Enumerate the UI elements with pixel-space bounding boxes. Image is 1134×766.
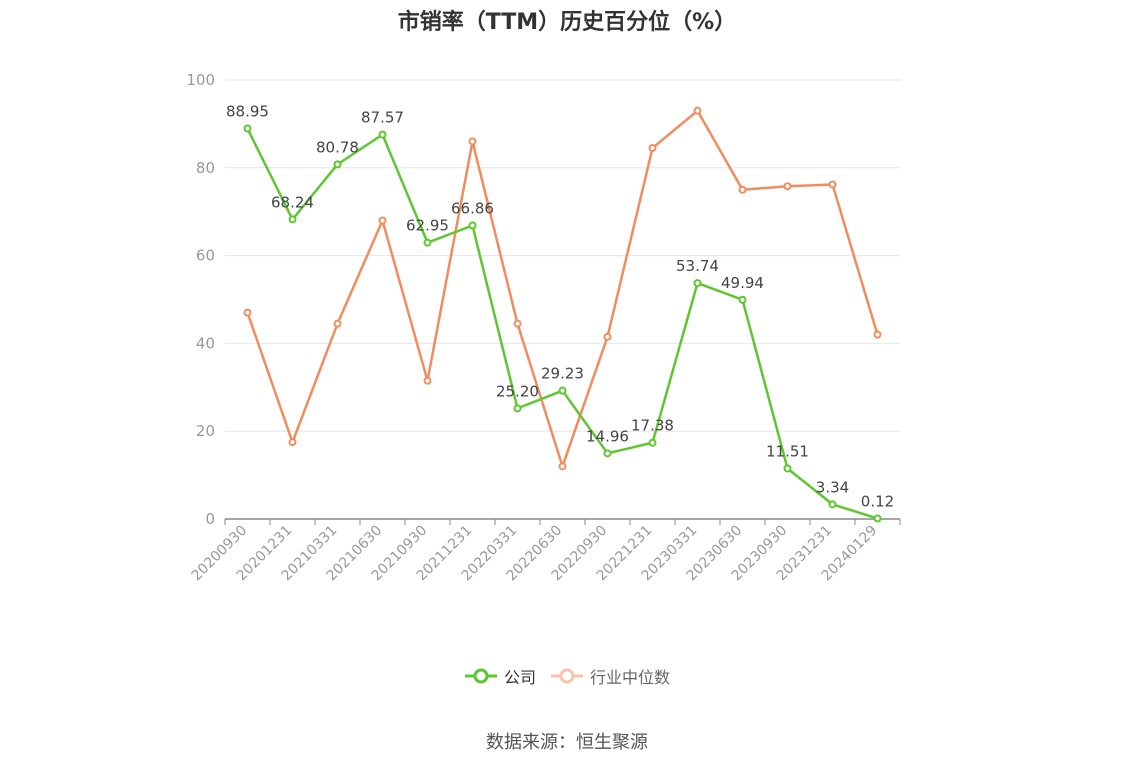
data-point-company[interactable] xyxy=(783,464,792,473)
data-label: 29.23 xyxy=(541,365,584,383)
data-point-company[interactable] xyxy=(738,295,747,304)
data-point-industry[interactable] xyxy=(693,106,702,115)
data-point-industry[interactable] xyxy=(333,319,342,328)
data-label: 53.74 xyxy=(676,257,719,275)
data-point-industry[interactable] xyxy=(243,308,252,317)
data-point-industry[interactable] xyxy=(513,319,522,328)
y-tick-label: 60 xyxy=(196,247,215,265)
data-point-industry[interactable] xyxy=(738,185,747,194)
series-lines xyxy=(243,106,882,523)
legend-item-industry[interactable]: 行业中位数 xyxy=(550,664,670,688)
axes: 0204060801002020093020201231202103312021… xyxy=(186,71,901,584)
data-point-industry[interactable] xyxy=(468,137,477,146)
data-point-industry[interactable] xyxy=(378,216,387,225)
data-point-company[interactable] xyxy=(288,215,297,224)
data-point-company[interactable] xyxy=(648,438,657,447)
data-point-company[interactable] xyxy=(603,449,612,458)
series-line-industry xyxy=(246,109,879,468)
data-label: 80.78 xyxy=(316,138,359,156)
legend-item-company[interactable]: 公司 xyxy=(464,664,536,688)
y-tick-label: 0 xyxy=(205,510,215,528)
chart-title: 市销率（TTM）历史百分位（%） xyxy=(397,10,737,35)
data-point-company[interactable] xyxy=(468,221,477,230)
data-label: 3.34 xyxy=(816,478,849,496)
data-point-industry[interactable] xyxy=(873,330,882,339)
legend: 公司 行业中位数 xyxy=(0,664,1134,688)
data-point-company[interactable] xyxy=(378,130,387,139)
y-tick-label: 100 xyxy=(186,71,215,89)
source-note: 数据来源：恒生聚源 xyxy=(486,732,648,753)
data-point-industry[interactable] xyxy=(558,462,567,471)
data-point-company[interactable] xyxy=(513,404,522,413)
y-tick-label: 80 xyxy=(196,159,215,177)
data-point-company[interactable] xyxy=(558,386,567,395)
data-point-company[interactable] xyxy=(828,500,837,509)
data-label: 17.38 xyxy=(631,417,674,435)
legend-label-industry: 行业中位数 xyxy=(590,668,671,687)
data-point-company[interactable] xyxy=(873,514,882,523)
data-label: 0.12 xyxy=(861,492,894,510)
data-point-company[interactable] xyxy=(693,279,702,288)
legend-company-icon xyxy=(464,668,497,684)
data-label: 49.94 xyxy=(721,274,764,292)
data-point-industry[interactable] xyxy=(783,182,792,191)
data-label: 87.57 xyxy=(361,109,404,127)
data-point-industry[interactable] xyxy=(648,144,657,153)
data-point-industry[interactable] xyxy=(828,180,837,189)
data-point-company[interactable] xyxy=(423,238,432,247)
data-label: 66.86 xyxy=(451,199,494,217)
data-label: 68.24 xyxy=(271,193,314,211)
data-label: 11.51 xyxy=(766,442,809,460)
data-point-industry[interactable] xyxy=(423,376,432,385)
data-point-company[interactable] xyxy=(333,160,342,169)
legend-label-company: 公司 xyxy=(503,668,536,687)
data-label: 25.20 xyxy=(496,382,539,400)
data-label: 62.95 xyxy=(406,217,449,235)
data-label: 88.95 xyxy=(226,103,269,121)
data-point-company[interactable] xyxy=(243,124,252,133)
data-point-industry[interactable] xyxy=(603,332,612,341)
y-tick-label: 20 xyxy=(196,422,215,440)
data-label: 14.96 xyxy=(586,427,629,445)
y-tick-label: 40 xyxy=(196,334,215,352)
data-point-industry[interactable] xyxy=(288,438,297,447)
legend-industry-icon xyxy=(551,668,583,684)
